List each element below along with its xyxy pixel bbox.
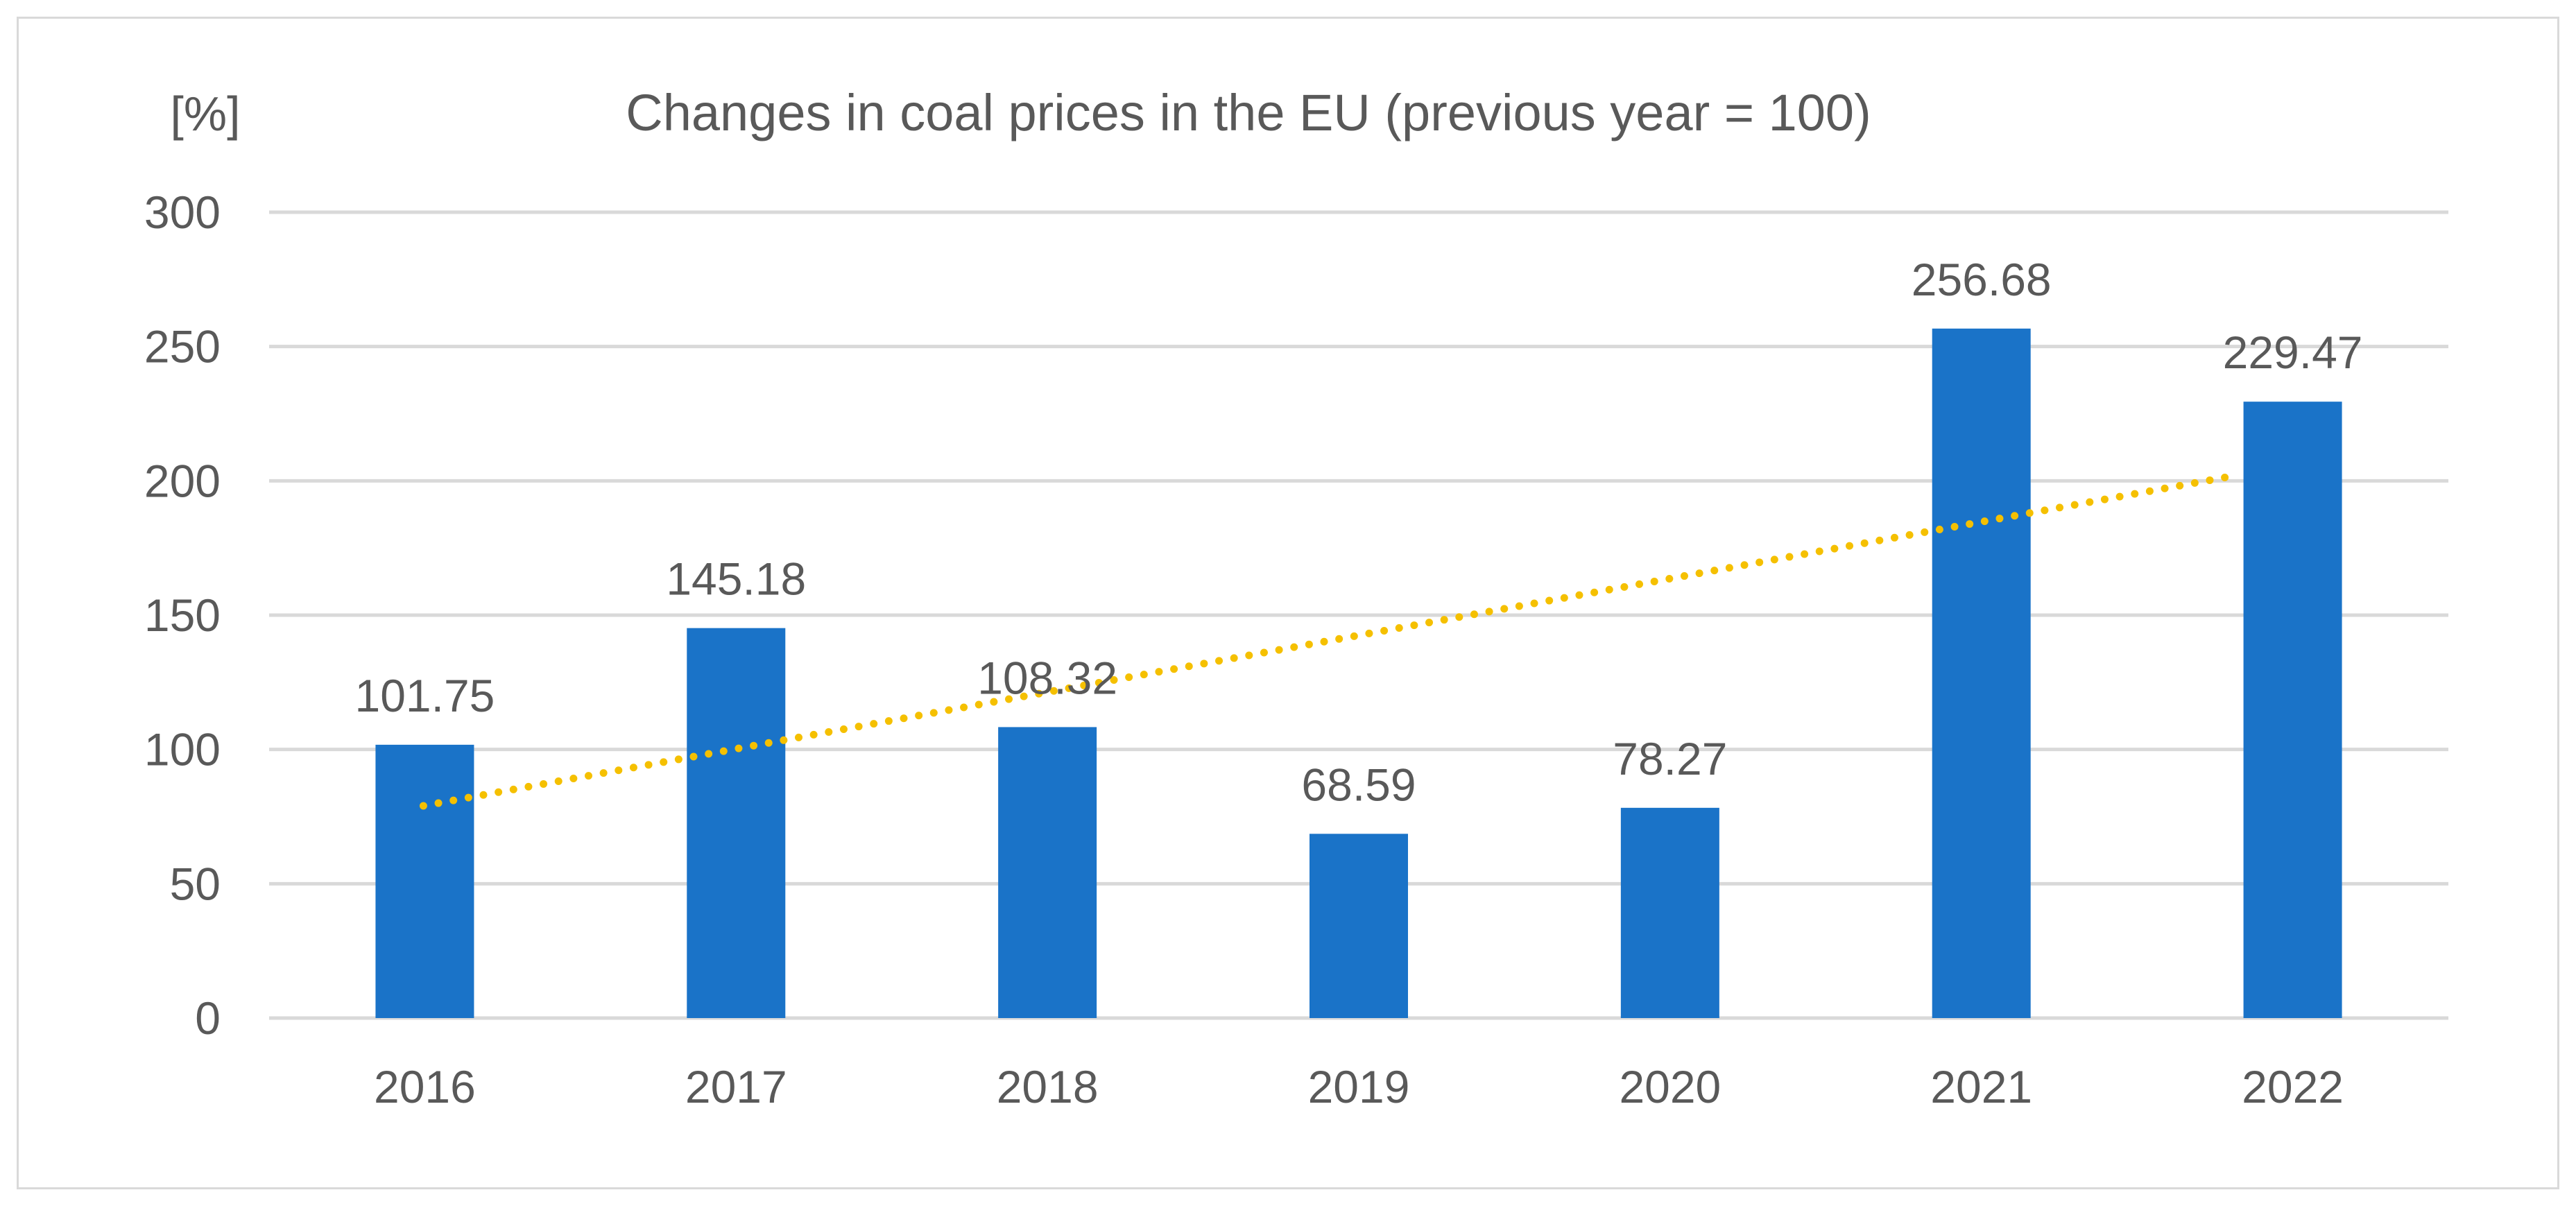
data-label-2017: 145.18 — [666, 553, 806, 605]
y-axis-unit-label: [%] — [170, 87, 240, 141]
y-tick-label: 200 — [144, 455, 221, 506]
bar-2021 — [1932, 328, 2031, 1018]
y-tick-label: 150 — [144, 589, 221, 641]
bar-series — [375, 328, 2342, 1018]
gridlines — [269, 210, 2448, 1020]
x-tick-label-2021: 2021 — [1930, 1061, 2032, 1112]
data-labels: 101.75 145.18 108.32 68.59 78.27 256.68 229.47 — [354, 254, 2362, 811]
y-tick-label: 100 — [144, 724, 221, 775]
y-tick-label: 250 — [144, 321, 221, 372]
bar-2019 — [1310, 834, 1408, 1018]
x-tick-label-2020: 2020 — [1619, 1061, 1721, 1112]
x-axis-ticks: 2016 2017 2018 2019 2020 2021 2022 — [374, 1061, 2344, 1112]
data-label-2022: 229.47 — [2223, 327, 2363, 378]
y-tick-label: 300 — [144, 187, 221, 238]
data-label-2018: 108.32 — [977, 652, 1117, 703]
x-tick-label-2017: 2017 — [685, 1061, 787, 1112]
chart-title: Changes in coal prices in the EU (previo… — [626, 84, 1871, 141]
bar-2018 — [998, 727, 1097, 1018]
y-axis-ticks: 0 50 100 150 200 250 300 — [144, 187, 221, 1044]
x-tick-label-2016: 2016 — [374, 1061, 476, 1112]
trendline-group — [419, 472, 2240, 810]
x-tick-label-2018: 2018 — [997, 1061, 1099, 1112]
data-label-2020: 78.27 — [1613, 733, 1727, 784]
bar-2016 — [375, 744, 474, 1018]
bar-2020 — [1620, 807, 1719, 1018]
trendline — [419, 472, 2240, 810]
data-label-2016: 101.75 — [354, 670, 495, 721]
x-tick-label-2022: 2022 — [2242, 1061, 2344, 1112]
data-label-2019: 68.59 — [1301, 759, 1416, 810]
y-tick-label: 0 — [195, 992, 221, 1044]
bar-2017 — [687, 628, 786, 1018]
x-tick-label-2019: 2019 — [1308, 1061, 1410, 1112]
y-tick-label: 50 — [170, 858, 221, 909]
data-label-2021: 256.68 — [1912, 254, 2052, 305]
bar-2022 — [2243, 402, 2342, 1018]
